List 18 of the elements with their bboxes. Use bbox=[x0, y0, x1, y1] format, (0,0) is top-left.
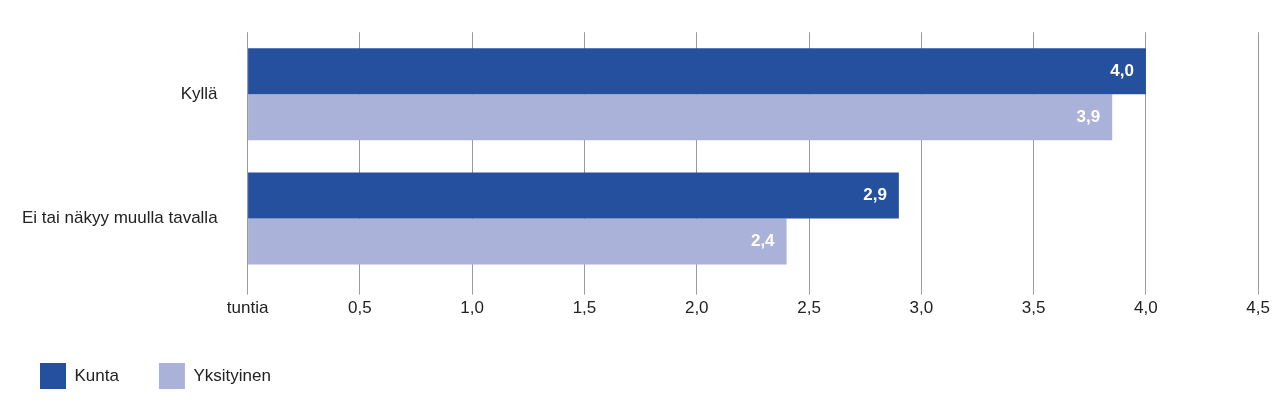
x-tick-label: 2,5 bbox=[797, 298, 821, 318]
x-tick-label: 4,0 bbox=[1134, 298, 1158, 318]
x-tick-label: tuntia bbox=[226, 298, 269, 318]
y-tick-label: Ei tai näkyy muulla tavalla bbox=[22, 208, 219, 228]
data-label: 3,9 bbox=[1076, 106, 1101, 126]
data-label: 2,9 bbox=[863, 185, 887, 205]
x-tick-label: 1,5 bbox=[572, 298, 597, 318]
legend-label: Kunta bbox=[74, 365, 120, 385]
x-tick-label: 0,5 bbox=[348, 298, 372, 318]
data-label: 2,4 bbox=[750, 231, 776, 251]
legend-label: Yksityinen bbox=[193, 365, 271, 385]
x-tick-label: 3,0 bbox=[909, 298, 934, 318]
y-tick-label: Kyllä bbox=[180, 83, 219, 103]
x-tick-label: 2,0 bbox=[684, 298, 709, 318]
data-label: 4,0 bbox=[1110, 61, 1134, 81]
x-tick-label: 4,5 bbox=[1246, 298, 1270, 318]
x-tick-label: 1,0 bbox=[460, 298, 484, 318]
x-tick-label: 3,5 bbox=[1021, 298, 1046, 318]
